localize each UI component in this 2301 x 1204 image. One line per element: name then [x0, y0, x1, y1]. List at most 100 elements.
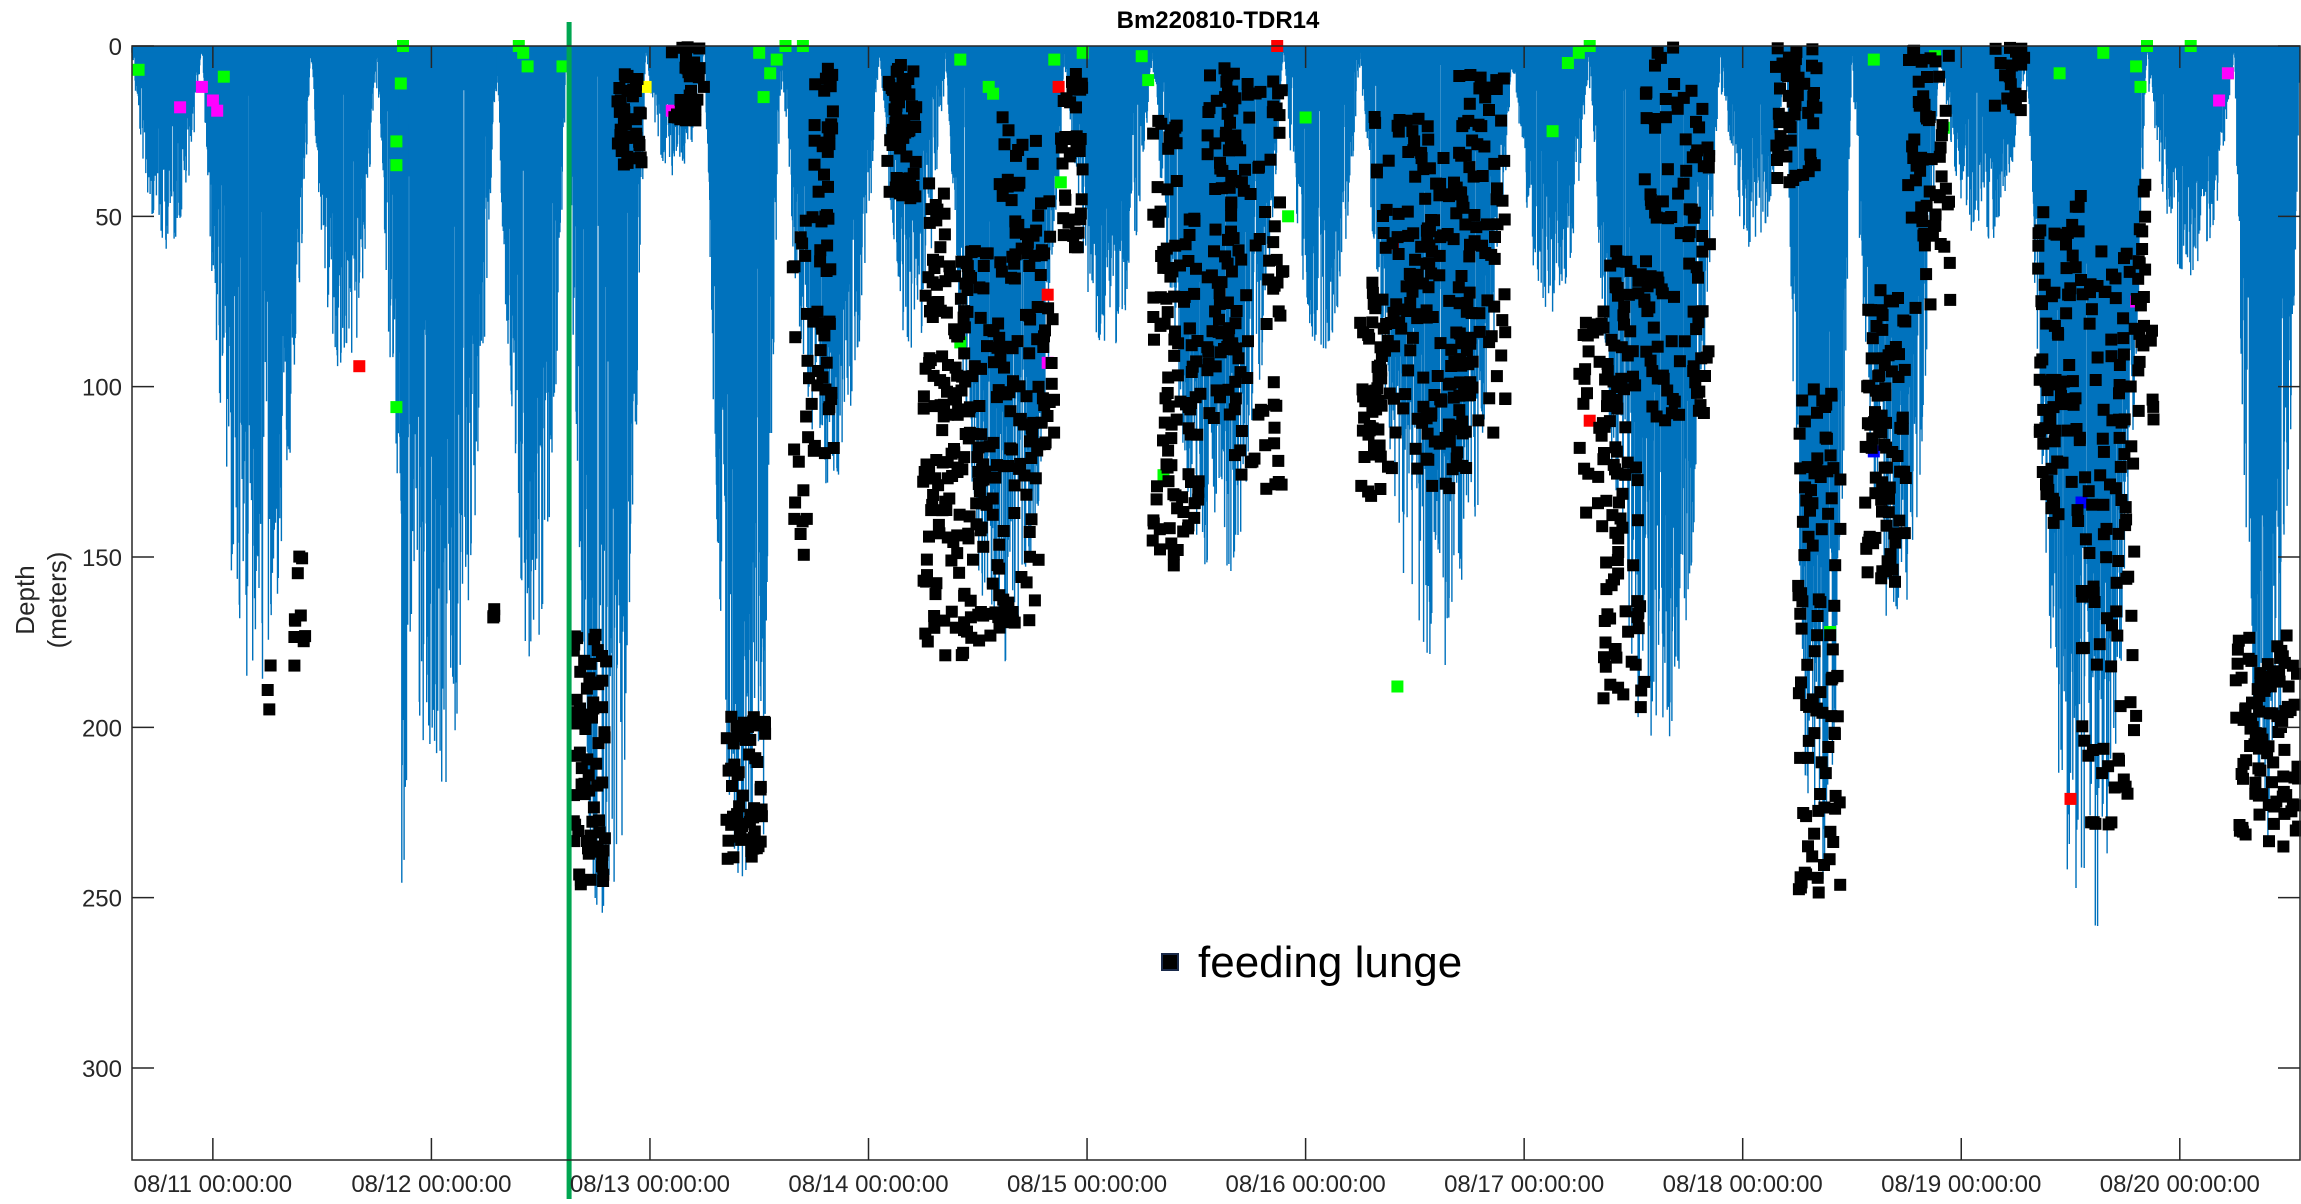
feeding-lunge-28-83 — [1801, 659, 1813, 671]
feeding-lunge-9-16 — [881, 155, 893, 167]
feeding-lunge-28-75 — [1826, 672, 1838, 684]
feeding-lunge-16-43 — [1169, 240, 1181, 252]
feeding-lunge-26-76 — [1645, 355, 1657, 367]
feeding-lunge-19-45 — [1272, 87, 1284, 99]
feeding-lunge-13-28 — [1033, 381, 1045, 393]
feeding-lunge-12-61 — [974, 485, 986, 497]
feeding-lunge-25-76 — [1620, 256, 1632, 268]
event-marker-1-0 — [174, 101, 186, 113]
feeding-lunge-16-38 — [1165, 432, 1177, 444]
feeding-lunge-29-83 — [1861, 380, 1873, 392]
feeding-lunge-12-41 — [961, 306, 973, 318]
event-marker-0-43 — [2135, 81, 2147, 93]
feeding-lunge-27-49 — [1772, 42, 1784, 54]
feeding-lunge-12-11 — [977, 541, 989, 553]
feeding-lunge-7-22 — [789, 260, 801, 272]
feeding-lunge-9-43 — [883, 76, 895, 88]
feeding-lunge-33-53 — [2119, 519, 2131, 531]
feeding-lunge-32-71 — [2070, 201, 2082, 213]
x-tick-label-4: 08/15 00:00:00 — [1007, 1171, 1167, 1198]
feeding-lunge-8-49 — [820, 137, 832, 149]
feeding-lunge-34-23 — [2139, 211, 2151, 223]
feeding-lunge-20-35 — [1368, 385, 1380, 397]
feeding-lunge-25-7 — [1596, 430, 1608, 442]
y-tick-label-5: 250 — [82, 886, 122, 913]
feeding-lunge-2-3 — [488, 603, 500, 615]
feeding-lunge-26-40 — [1666, 335, 1678, 347]
feeding-lunge-8-44 — [821, 240, 833, 252]
feeding-lunge-13-66 — [1010, 150, 1022, 162]
feeding-lunge-22-48 — [1438, 152, 1450, 164]
feeding-lunge-35-34 — [2281, 630, 2293, 642]
feeding-lunge-34-19 — [2138, 320, 2150, 332]
feeding-lunge-12-64 — [961, 284, 973, 296]
feeding-lunge-26-81 — [1645, 270, 1657, 282]
feeding-lunge-11-38 — [942, 472, 954, 484]
feeding-lunge-19-9 — [1269, 422, 1281, 434]
feeding-lunge-17-11 — [1190, 263, 1202, 275]
feeding-lunge-23-62 — [1468, 171, 1480, 183]
feeding-lunge-21-74 — [1401, 305, 1413, 317]
feeding-lunge-33-3 — [2125, 610, 2137, 622]
feeding-lunge-33-29 — [2088, 581, 2100, 593]
feeding-lunge-15-36 — [1077, 163, 1089, 175]
feeding-lunge-9-53 — [892, 63, 904, 75]
event-marker-1-8 — [2213, 95, 2225, 107]
feeding-lunge-4-39 — [630, 128, 642, 140]
feeding-lunge-11-59 — [956, 463, 968, 475]
feeding-lunge-27-44 — [1777, 138, 1789, 150]
feeding-lunge-27-6 — [1806, 43, 1818, 55]
feeding-lunge-13-35 — [1024, 526, 1036, 538]
feeding-lunge-16-9 — [1171, 175, 1183, 187]
feeding-lunge-26-91 — [1695, 352, 1707, 364]
feeding-lunge-13-56 — [997, 111, 1009, 123]
feeding-lunge-33-99 — [2096, 767, 2108, 779]
feeding-lunge-3-62 — [575, 878, 587, 890]
feeding-lunge-17-27 — [1186, 366, 1198, 378]
feeding-lunge-32-7 — [2072, 504, 2084, 516]
feeding-lunge-19-36 — [1274, 196, 1286, 208]
feeding-lunge-28-99 — [1824, 629, 1836, 641]
feeding-lunge-10-18 — [936, 424, 948, 436]
event-marker-0-40 — [2097, 47, 2109, 59]
feeding-lunge-3-51 — [596, 675, 608, 687]
feeding-lunge-8-34 — [819, 447, 831, 459]
event-marker-2-2 — [1053, 81, 1065, 93]
feeding-lunge-23-26 — [1491, 193, 1503, 205]
feeding-lunge-10-47 — [924, 352, 936, 364]
feeding-lunge-16-33 — [1154, 543, 1166, 555]
feeding-lunge-22-20 — [1425, 214, 1437, 226]
feeding-lunge-32-68 — [2042, 484, 2054, 496]
event-marker-0-25 — [1142, 74, 1154, 86]
feeding-lunge-3-60 — [579, 723, 591, 735]
feeding-lunge-33-63 — [2089, 596, 2101, 608]
event-marker-0-33 — [1547, 125, 1559, 137]
feeding-lunge-21-70 — [1407, 332, 1419, 344]
feeding-lunge-19-50 — [1236, 425, 1248, 437]
feeding-lunge-3-41 — [590, 629, 602, 641]
feeding-lunge-5-11 — [694, 62, 706, 74]
feeding-lunge-12-16 — [993, 539, 1005, 551]
feeding-lunge-28-66 — [1825, 388, 1837, 400]
feeding-lunge-19-41 — [1233, 244, 1245, 256]
feeding-lunge-26-69 — [1702, 142, 1714, 154]
feeding-lunge-33-39 — [2094, 469, 2106, 481]
feeding-lunge-33-57 — [2125, 696, 2137, 708]
feeding-lunge-24-34 — [1579, 373, 1591, 385]
feeding-lunge-3-65 — [593, 737, 605, 749]
feeding-lunge-16-69 — [1157, 246, 1169, 258]
feeding-lunge-29-54 — [1859, 497, 1871, 509]
feeding-lunge-26-89 — [1675, 227, 1687, 239]
feeding-lunge-16-56 — [1163, 262, 1175, 274]
feeding-lunge-14-23 — [1042, 410, 1054, 422]
feeding-lunge-35-39 — [2268, 818, 2280, 830]
feeding-lunge-6-45 — [751, 756, 763, 768]
feeding-lunge-35-77 — [2254, 765, 2266, 777]
feeding-lunge-25-45 — [1606, 579, 1618, 591]
feeding-lunge-13-75 — [1004, 405, 1016, 417]
feeding-lunge-33-30 — [2086, 499, 2098, 511]
feeding-lunge-23-57 — [1453, 70, 1465, 82]
feeding-lunge-19-52 — [1250, 240, 1262, 252]
feeding-lunge-32-20 — [2074, 434, 2086, 446]
feeding-lunge-30-1 — [1936, 170, 1948, 182]
